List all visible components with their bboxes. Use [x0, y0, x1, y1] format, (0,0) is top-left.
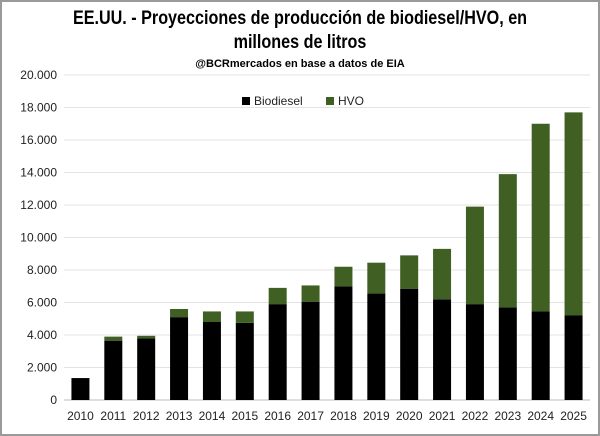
bar-hvo-2024	[531, 123, 550, 312]
bar-biodiesel-2013	[170, 317, 189, 400]
bar-hvo-2020	[400, 255, 419, 289]
x-tick-label: 2012	[133, 409, 160, 423]
y-tick-label: 8.000	[27, 263, 57, 277]
bar-biodiesel-2010	[71, 378, 90, 400]
bar-biodiesel-2015	[235, 322, 254, 400]
y-tick-label: 10.000	[20, 231, 57, 245]
bar-biodiesel-2017	[301, 301, 320, 400]
legend-swatch-hvo	[326, 97, 334, 105]
y-tick-label: 0	[50, 393, 57, 407]
bar-hvo-2019	[367, 262, 386, 294]
x-tick-label: 2019	[363, 409, 390, 423]
chart-title-line1: EE.UU. - Proyecciones de producción de b…	[72, 8, 528, 29]
bar-hvo-2012	[137, 335, 156, 339]
bar-biodiesel-2011	[104, 340, 123, 400]
x-tick-label: 2020	[396, 409, 423, 423]
bar-biodiesel-2023	[498, 307, 517, 400]
y-tick-label: 20.000	[20, 68, 57, 82]
bar-biodiesel-2014	[202, 322, 221, 400]
y-tick-label: 16.000	[20, 133, 57, 147]
x-tick-label: 2011	[100, 409, 126, 423]
x-tick-label: 2022	[462, 409, 489, 423]
y-tick-label: 14.000	[20, 166, 57, 180]
chart-title-line2: millones de litros	[233, 32, 367, 53]
y-tick-label: 6.000	[27, 296, 57, 310]
bar-biodiesel-2022	[465, 304, 484, 400]
bar-hvo-2013	[170, 309, 189, 318]
legend-label-biodiesel: Biodiesel	[254, 94, 303, 108]
bar-biodiesel-2025	[564, 315, 583, 400]
bar-hvo-2022	[465, 206, 484, 305]
bar-biodiesel-2019	[367, 293, 386, 400]
bar-hvo-2015	[235, 311, 254, 323]
bar-hvo-2018	[334, 266, 353, 287]
bar-biodiesel-2024	[531, 311, 550, 400]
y-tick-label: 2.000	[27, 361, 57, 375]
y-tick-label: 4.000	[27, 328, 57, 342]
y-tick-label: 18.000	[20, 101, 57, 115]
legend-label-hvo: HVO	[338, 94, 364, 108]
bar-hvo-2016	[268, 287, 287, 305]
x-tick-label: 2016	[264, 409, 291, 423]
bar-biodiesel-2020	[400, 288, 419, 400]
y-tick-label: 12.000	[20, 198, 57, 212]
x-tick-label: 2010	[67, 409, 94, 423]
bar-biodiesel-2016	[268, 304, 287, 400]
bar-biodiesel-2021	[433, 299, 452, 400]
bar-hvo-2025	[564, 112, 583, 316]
x-tick-label: 2018	[330, 409, 357, 423]
bar-biodiesel-2018	[334, 286, 353, 400]
bar-hvo-2021	[433, 248, 452, 300]
chart-subtitle: @BCRmercados en base a datos de EIA	[195, 58, 405, 70]
bar-hvo-2011	[104, 336, 123, 341]
x-tick-label: 2014	[199, 409, 226, 423]
x-tick-label: 2025	[560, 409, 587, 423]
bar-hvo-2023	[498, 174, 517, 308]
x-tick-label: 2023	[494, 409, 521, 423]
x-tick-label: 2024	[527, 409, 554, 423]
x-tick-label: 2021	[429, 409, 456, 423]
x-tick-label: 2013	[166, 409, 193, 423]
legend-swatch-biodiesel	[242, 97, 250, 105]
bar-hvo-2014	[202, 311, 221, 322]
x-tick-label: 2015	[231, 409, 258, 423]
x-tick-label: 2017	[297, 409, 324, 423]
bar-hvo-2017	[301, 285, 320, 302]
bar-biodiesel-2012	[137, 338, 156, 400]
